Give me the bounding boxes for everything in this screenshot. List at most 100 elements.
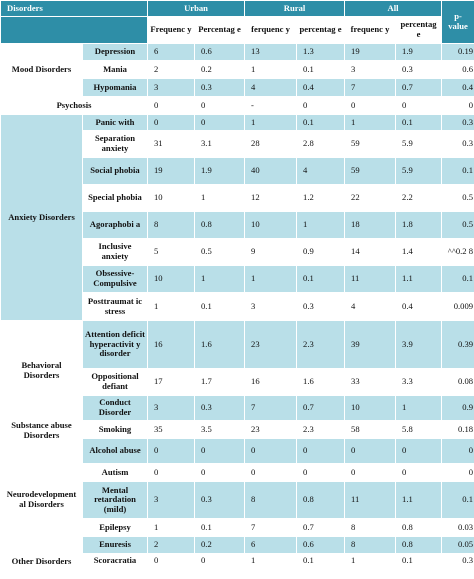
cell-rural-frequency: 10 [244, 211, 298, 239]
cell-urban-frequency: 1 [147, 292, 195, 321]
cell-p-value: 0.3 [441, 553, 474, 568]
cell-p-value: 0.1 [441, 265, 474, 293]
header-urban: Urban [146, 0, 246, 17]
table-row: Social phobia 19 1.9 40 4 59 5.9 0.1 [1, 157, 474, 185]
cell-urban-percentage: 1.9 [193, 157, 246, 185]
header-row-1: Disorders Urban Rural All p- value [0, 0, 474, 44]
cell-all-frequency: 22 [344, 184, 397, 212]
cell-urban-frequency: 8 [147, 211, 195, 239]
cell-all-frequency: 7 [344, 78, 397, 97]
cell-urban-percentage: 0.1 [193, 292, 246, 321]
table-row: Oppositional defiant 17 1.7 16 1.6 33 3.… [1, 368, 474, 396]
cell-all-percentage: 1.9 [395, 43, 443, 61]
cell-urban-percentage: 1 [193, 184, 246, 212]
cell-rural-frequency: 1 [244, 553, 298, 568]
table-row: Psychosis 0 0 - 0 0 0 0 [0, 96, 474, 115]
cell-urban-frequency: 0 [147, 114, 195, 131]
cell-all-percentage: 5.9 [395, 157, 443, 185]
cell-p-value: 0.1 [441, 481, 474, 519]
table-row: Alcohol abuse 0 0 0 0 0 0 0 [1, 438, 474, 464]
cell-rural-frequency: 3 [244, 292, 298, 321]
cell-all-percentage: 1.4 [395, 238, 443, 266]
cell-urban-frequency: 31 [147, 130, 195, 158]
row-name: Obsessive- Compulsive [82, 265, 148, 293]
row-name: Scoracratia [82, 553, 148, 568]
cell-urban-frequency: 3 [147, 395, 195, 421]
row-name: Social phobia [82, 157, 148, 185]
table-row: Mood Disorders Depression 6 0.6 13 1.3 1… [0, 43, 474, 97]
cell-urban-frequency: 3 [147, 78, 195, 97]
cell-urban-percentage: 3.1 [193, 130, 246, 158]
cell-all-percentage: 3.9 [395, 320, 443, 369]
table-row: Hypomania 3 0.3 4 0.4 7 0.7 0.4 [1, 78, 474, 97]
cell-all-percentage: 0 [395, 96, 443, 115]
cell-rural-percentage: 1.3 [296, 43, 346, 61]
row-name: Oppositional defiant [82, 368, 148, 396]
cell-rural-frequency: 6 [244, 536, 298, 554]
header-percentage-urban: Percentag e [193, 16, 246, 44]
cell-p-value: 0.4 [441, 78, 474, 97]
cell-all-frequency: 59 [344, 130, 397, 158]
cell-p-value: 0.009 [441, 292, 474, 321]
row-name: Inclusive anxiety [82, 238, 148, 266]
cell-rural-percentage: 0.7 [296, 395, 346, 421]
cell-all-frequency: 14 [344, 238, 397, 266]
cell-rural-frequency: 0 [244, 463, 298, 482]
cell-p-value: 0.03 [441, 518, 474, 537]
cell-urban-frequency: 35 [147, 420, 195, 439]
cell-all-percentage: 5.9 [395, 130, 443, 158]
header-rural: Rural [244, 0, 346, 17]
cell-p-value: 0.5 [441, 211, 474, 239]
row-name: Enuresis [82, 536, 148, 554]
row-name: Mania [82, 60, 148, 79]
group-label-neuro: Neurodevelopment al Disorders [0, 463, 83, 537]
header-frequency-urban: Frequenc y [147, 16, 195, 44]
table-row: Anxiety Disorders Panic with 0 0 1 0.1 1… [0, 114, 474, 321]
cell-p-value: 0 [441, 96, 474, 115]
group-label-substance: Substance abuse Disorders [0, 420, 83, 464]
cell-rural-percentage: 2.3 [296, 420, 346, 439]
table-row: Obsessive- Compulsive 10 1 1 0.1 11 1.1 … [1, 265, 474, 293]
cell-rural-frequency: 23 [244, 420, 298, 439]
cell-all-frequency: 4 [344, 292, 397, 321]
cell-p-value: 0.1 [441, 157, 474, 185]
cell-rural-percentage: 0.3 [296, 292, 346, 321]
cell-urban-frequency: 16 [147, 320, 195, 369]
row-name: Separation anxiety [82, 130, 148, 158]
cell-rural-percentage: 1.2 [296, 184, 346, 212]
row-name: Depression [82, 43, 148, 61]
cell-rural-percentage: 4 [296, 157, 346, 185]
cell-all-frequency: 10 [344, 395, 397, 421]
row-name: Mental retardation (mild) [82, 481, 148, 519]
cell-p-value: 0.3 [441, 114, 474, 131]
cell-rural-percentage: 0.1 [296, 553, 346, 568]
cell-all-frequency: 0 [344, 463, 397, 482]
cell-rural-percentage: 0.9 [296, 238, 346, 266]
cell-urban-percentage: 0.6 [193, 43, 246, 61]
cell-all-percentage: 5.8 [395, 420, 443, 439]
cell-urban-frequency: 3 [147, 481, 195, 519]
cell-urban-frequency: 1 [147, 518, 195, 537]
row-name: Panic with [82, 114, 148, 131]
row-name: Conduct Disorder [82, 395, 148, 421]
row-name: Epilepsy [82, 518, 148, 537]
cell-p-value: 0.3 [441, 130, 474, 158]
header-percentage-rural: percentag e [296, 16, 346, 44]
cell-all-frequency: 0 [344, 438, 397, 464]
header-blank [0, 16, 148, 44]
cell-rural-percentage: 0 [296, 438, 346, 464]
cell-rural-frequency: 7 [244, 518, 298, 537]
cell-all-percentage: 0.1 [395, 553, 443, 568]
cell-urban-frequency: 2 [147, 60, 195, 79]
cell-all-frequency: 58 [344, 420, 397, 439]
header-p-value: p- value [441, 0, 474, 44]
cell-all-percentage: 0 [395, 438, 443, 464]
cell-p-value: ^^0.2 8 [441, 238, 474, 266]
cell-all-frequency: 19 [344, 43, 397, 61]
cell-all-percentage: 0 [395, 463, 443, 482]
cell-p-value: 0.6 [441, 60, 474, 79]
cell-urban-frequency: 0 [147, 463, 195, 482]
cell-all-percentage: 0.7 [395, 78, 443, 97]
cell-urban-percentage: 3.5 [193, 420, 246, 439]
